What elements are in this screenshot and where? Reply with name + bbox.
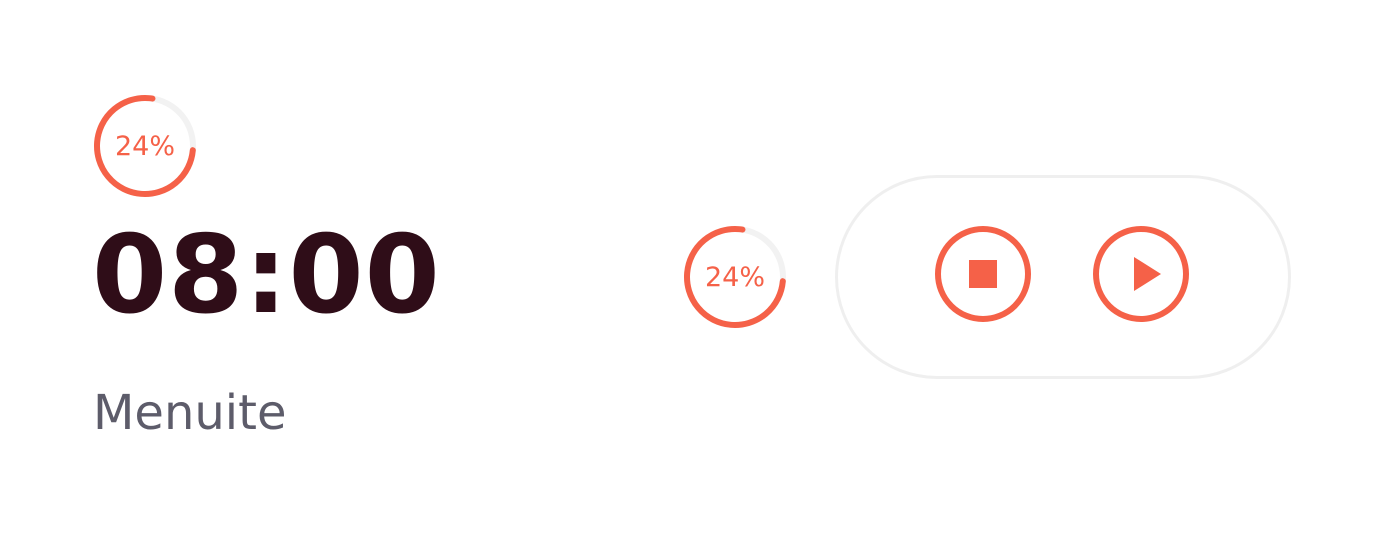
stop-square-icon (969, 260, 997, 288)
progress-ring-small: 24% (91, 92, 199, 200)
progress-ring-graphic (684, 226, 786, 328)
timer-unit-label: Menuite (93, 385, 287, 441)
progress-ring-graphic (94, 95, 196, 197)
playback-controls (835, 175, 1291, 379)
progress-ring-control: 24% (681, 223, 789, 331)
progress-percent-label: 24% (114, 130, 175, 162)
play-button[interactable] (1093, 226, 1189, 322)
stop-button[interactable] (935, 226, 1031, 322)
play-triangle-icon (1134, 257, 1161, 291)
progress-percent-label: 24% (704, 261, 765, 293)
timer-display: 08:00 (92, 213, 441, 338)
